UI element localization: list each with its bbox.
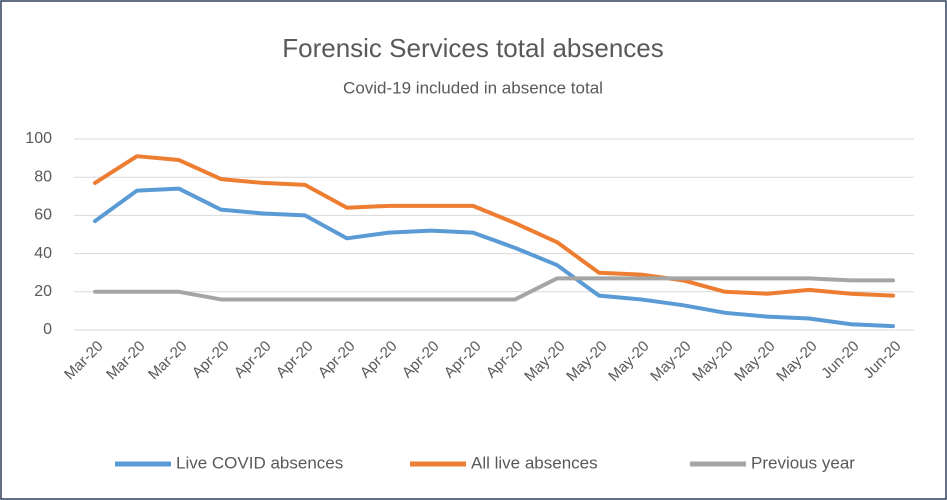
series-line (93, 186, 895, 329)
y-tick-label: 80 (34, 168, 52, 185)
legend-label: Previous year (751, 453, 855, 472)
chart-subtitle: Covid-19 included in absence total (343, 78, 603, 97)
y-tick-label: 100 (25, 130, 52, 147)
series-line (93, 154, 895, 298)
y-tick-label: 40 (34, 245, 52, 262)
y-tick-label: 20 (34, 283, 52, 300)
legend-label: All live absences (471, 453, 598, 472)
chart-title: Forensic Services total absences (282, 33, 664, 63)
legend-label: Live COVID absences (176, 453, 343, 472)
y-tick-label: 60 (34, 207, 52, 224)
y-tick-label: 0 (43, 321, 52, 338)
series-line (93, 276, 895, 302)
